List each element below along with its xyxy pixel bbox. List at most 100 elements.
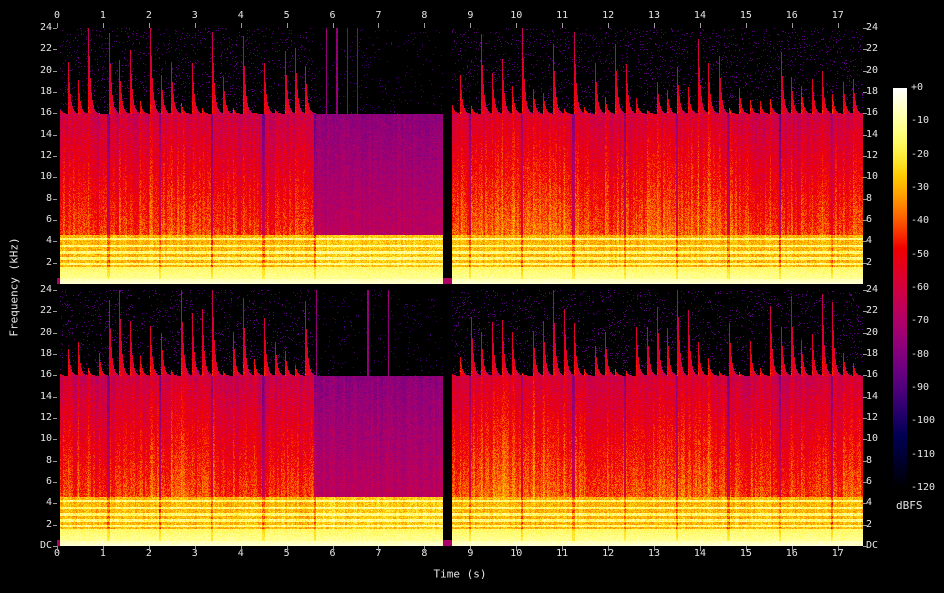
colorbar-tick-label: -20 xyxy=(911,148,930,160)
freq-tick-label-right: DC xyxy=(866,540,879,551)
time-tick-label-bottom: 3 xyxy=(191,548,198,559)
time-tick-label-top: 4 xyxy=(237,10,244,21)
freq-tick-label-right: 22 xyxy=(866,305,879,317)
time-tick-mark-bottom xyxy=(470,546,472,551)
time-tick-mark-bottom xyxy=(57,546,58,551)
freq-tick-label-left: 12 xyxy=(39,412,52,423)
time-tick-label-bottom: 15 xyxy=(739,548,752,559)
freq-tick-label-left: 22 xyxy=(39,43,52,55)
time-tick-label-top: 16 xyxy=(785,10,798,21)
freq-tick-mark-right xyxy=(863,460,867,462)
spectrogram-channel-left xyxy=(57,28,863,284)
time-tick-mark-bottom xyxy=(516,546,518,551)
freq-tick-mark-right xyxy=(863,524,867,526)
freq-tick-label-right: 16 xyxy=(866,369,879,381)
time-tick-label-bottom: 5 xyxy=(283,548,290,559)
freq-tick-label-right: 18 xyxy=(866,86,879,97)
freq-tick-mark-right xyxy=(863,332,867,334)
time-tick-mark-bottom xyxy=(286,546,288,551)
time-tick-mark-bottom xyxy=(102,546,104,551)
freq-tick-mark-right xyxy=(863,439,867,441)
time-tick-label-bottom: 11 xyxy=(556,548,569,559)
time-tick-label-bottom: 2 xyxy=(145,548,152,559)
time-tick-label-bottom: 1 xyxy=(99,548,106,559)
time-tick-mark-bottom xyxy=(791,546,793,551)
time-tick-label-bottom: 8 xyxy=(421,548,428,559)
time-tick-mark-bottom xyxy=(194,546,196,551)
time-tick-label-top: 3 xyxy=(191,10,198,21)
time-tick-mark-bottom xyxy=(837,546,839,551)
time-tick-mark-bottom xyxy=(148,546,150,551)
time-tick-mark-bottom xyxy=(654,546,656,551)
time-tick-mark-bottom xyxy=(424,546,426,551)
time-tick-label-top: 17 xyxy=(831,10,844,21)
freq-tick-mark-right xyxy=(863,418,867,419)
freq-tick-label-left: 20 xyxy=(39,64,52,76)
freq-tick-mark-right xyxy=(863,134,867,136)
time-tick-label-top: 8 xyxy=(421,10,428,21)
freq-tick-label-right: 6 xyxy=(866,214,873,225)
time-tick-label-top: 14 xyxy=(693,10,706,21)
freq-tick-label-right: 6 xyxy=(866,476,873,487)
time-tick-label-top: 10 xyxy=(510,10,523,21)
time-tick-label-bottom: 10 xyxy=(510,548,523,559)
freq-tick-mark-right xyxy=(863,354,867,355)
freq-tick-mark-left xyxy=(53,546,57,547)
freq-tick-label-right: 12 xyxy=(866,412,879,423)
freq-tick-label-right: 20 xyxy=(866,64,879,76)
colorbar-tick-label: -40 xyxy=(911,215,930,227)
freq-tick-label-right: 20 xyxy=(866,326,879,338)
freq-tick-label-left: 14 xyxy=(39,390,52,402)
freq-tick-label-left: 10 xyxy=(39,433,52,445)
time-tick-mark-bottom xyxy=(378,546,380,551)
freq-tick-label-left: 24 xyxy=(39,284,52,295)
freq-tick-mark-right xyxy=(863,49,867,51)
freq-tick-mark-right xyxy=(863,177,867,179)
colorbar-tick-label: -30 xyxy=(911,182,930,193)
freq-tick-mark-right xyxy=(863,546,867,547)
freq-tick-label-right: 18 xyxy=(866,348,879,359)
time-tick-mark-bottom xyxy=(699,546,701,551)
time-tick-label-bottom: 17 xyxy=(831,548,844,559)
freq-tick-label-left: 18 xyxy=(39,86,52,97)
time-axis-title: Time (s) xyxy=(433,567,487,581)
colorbar-tick-label: -110 xyxy=(911,448,936,460)
freq-tick-label-right: 12 xyxy=(866,150,879,161)
freq-tick-label-left: 14 xyxy=(39,128,52,140)
freq-tick-label-left: 16 xyxy=(39,369,52,381)
freq-tick-label-left: 2 xyxy=(45,518,52,530)
freq-tick-label-right: 2 xyxy=(866,518,873,530)
freq-tick-mark-right xyxy=(863,311,867,313)
freq-tick-mark-right xyxy=(863,482,867,483)
colorbar-tick-label: -60 xyxy=(911,282,930,293)
time-tick-label-top: 9 xyxy=(467,10,474,21)
freq-tick-label-left: 16 xyxy=(39,107,52,119)
freq-tick-label-left: 8 xyxy=(45,454,52,466)
freq-tick-label-left: 4 xyxy=(45,235,52,247)
freq-tick-label-right: 8 xyxy=(866,454,873,466)
time-tick-label-top: 11 xyxy=(556,10,569,21)
time-tick-label-bottom: 9 xyxy=(467,548,474,559)
time-tick-label-top: 0 xyxy=(53,10,61,21)
freq-tick-label-left: 20 xyxy=(39,326,52,338)
time-tick-label-bottom: 14 xyxy=(693,548,706,559)
freq-tick-label-left: 8 xyxy=(45,192,52,204)
colorbar-tick-label: -10 xyxy=(911,115,930,127)
freq-tick-mark-right xyxy=(863,28,867,29)
time-tick-mark-bottom xyxy=(240,546,242,551)
colorbar-gradient xyxy=(893,88,907,488)
freq-tick-label-right: 2 xyxy=(866,256,873,268)
freq-tick-mark-right xyxy=(863,156,867,157)
freq-tick-label-right: 8 xyxy=(866,192,873,204)
freq-tick-label-left: 12 xyxy=(39,150,52,161)
freq-tick-label-right: 24 xyxy=(866,284,879,295)
freq-tick-mark-right xyxy=(863,396,867,398)
freq-tick-label-right: 24 xyxy=(866,22,879,33)
freq-tick-label-right: 22 xyxy=(866,43,879,55)
freq-tick-label-left: 10 xyxy=(39,171,52,183)
time-tick-label-top: 1 xyxy=(99,10,106,21)
freq-tick-mark-right xyxy=(863,375,867,377)
freq-tick-label-right: 16 xyxy=(866,107,879,119)
freq-tick-label-right: 10 xyxy=(866,171,879,183)
